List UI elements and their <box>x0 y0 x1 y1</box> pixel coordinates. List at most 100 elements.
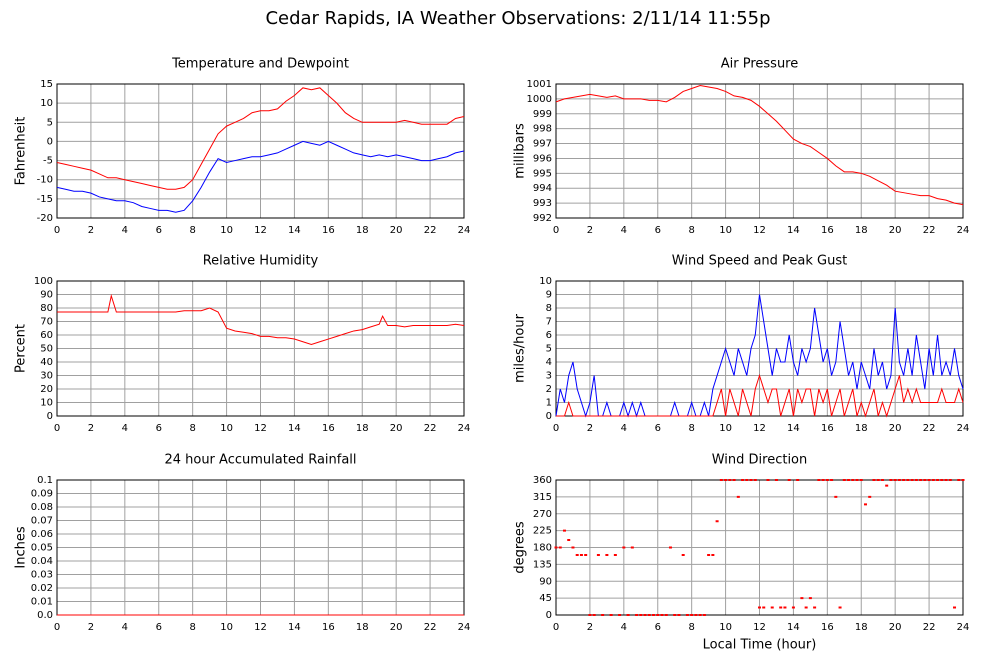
x-tick-label: 0 <box>553 225 559 236</box>
data-point <box>652 614 656 616</box>
data-point <box>804 606 808 609</box>
y-axis-label: Inches <box>14 526 29 568</box>
data-point <box>902 479 906 481</box>
data-point <box>664 614 668 616</box>
x-tick-label: 6 <box>156 622 162 633</box>
data-point <box>830 479 834 481</box>
x-tick-label: 2 <box>587 225 593 236</box>
data-point <box>923 479 927 481</box>
data-point <box>910 479 914 481</box>
x-tick-label: 4 <box>122 225 128 236</box>
data-point <box>808 597 812 600</box>
x-tick-label: 0 <box>54 622 60 633</box>
y-tick-label: 0.06 <box>31 529 53 540</box>
data-point <box>732 479 736 481</box>
x-tick-label: 14 <box>288 423 301 434</box>
y-tick-label: 0.04 <box>31 556 53 567</box>
data-point <box>876 479 880 481</box>
data-point <box>851 479 855 481</box>
y-tick-label: 0.07 <box>31 516 53 527</box>
x-tick-label: 14 <box>288 225 301 236</box>
data-line <box>56 140 465 213</box>
x-tick-label: 18 <box>356 622 369 633</box>
data-point <box>673 614 677 616</box>
data-point <box>919 479 923 481</box>
y-tick-label: 80 <box>40 303 53 314</box>
data-point <box>787 479 791 481</box>
data-point <box>766 479 770 481</box>
data-point <box>774 479 778 481</box>
data-point <box>656 614 660 616</box>
y-tick-label: 5 <box>546 344 552 355</box>
x-tick-label: 4 <box>122 622 128 633</box>
y-tick-label: 225 <box>533 526 552 537</box>
data-point <box>753 479 757 481</box>
y-tick-label: 1 <box>546 398 552 409</box>
x-tick-label: 8 <box>189 225 195 236</box>
data-point <box>639 614 643 616</box>
x-tick-label: 12 <box>254 423 267 434</box>
x-tick-label: 6 <box>655 423 661 434</box>
data-point <box>643 614 647 616</box>
y-tick-label: 0.09 <box>31 489 53 500</box>
data-point <box>724 479 728 481</box>
x-tick-label: 2 <box>88 622 94 633</box>
data-point <box>868 495 872 498</box>
y-tick-label: -20 <box>37 213 53 224</box>
data-point <box>885 484 889 487</box>
x-tick-label: 6 <box>156 225 162 236</box>
y-tick-label: 0 <box>546 411 552 422</box>
data-point <box>660 614 664 616</box>
x-tick-label: 18 <box>356 423 369 434</box>
data-line <box>57 293 465 345</box>
data-point <box>931 479 935 481</box>
x-tick-label: 12 <box>753 225 766 236</box>
data-point <box>791 606 795 609</box>
data-point <box>880 479 884 481</box>
data-point <box>863 503 867 506</box>
y-tick-label: 180 <box>533 543 552 554</box>
y-tick-label: 0 <box>47 136 53 147</box>
data-point <box>677 614 681 616</box>
panel-title: Relative Humidity <box>203 254 319 269</box>
data-point <box>715 520 719 523</box>
x-tick-label: 0 <box>553 423 559 434</box>
y-tick-label: 100 <box>34 276 53 287</box>
y-tick-label: 1001 <box>527 79 552 90</box>
data-point <box>741 479 745 481</box>
data-point <box>719 479 723 481</box>
y-tick-label: 0 <box>546 610 552 621</box>
x-tick-label: 8 <box>688 622 694 633</box>
x-tick-label: 2 <box>88 423 94 434</box>
x-tick-label: 16 <box>322 622 335 633</box>
data-line <box>555 294 964 418</box>
y-tick-label: 0.1 <box>37 475 53 486</box>
data-point <box>736 495 740 498</box>
data-point <box>685 614 689 616</box>
data-point <box>897 479 901 481</box>
y-tick-label: 0.03 <box>31 570 53 581</box>
y-tick-label: 270 <box>533 509 552 520</box>
y-tick-label: -5 <box>43 156 53 167</box>
data-point <box>588 614 592 616</box>
data-point <box>601 614 605 616</box>
data-point <box>889 479 893 481</box>
y-tick-label: 8 <box>546 303 552 314</box>
x-tick-label: 4 <box>621 423 627 434</box>
x-tick-label: 0 <box>54 423 60 434</box>
y-axis-label: miles/hour <box>513 313 528 382</box>
x-tick-label: 4 <box>621 622 627 633</box>
x-tick-label: 6 <box>156 423 162 434</box>
data-point <box>690 614 694 616</box>
y-tick-label: 994 <box>533 183 552 194</box>
x-tick-label: 12 <box>753 622 766 633</box>
y-tick-label: 0.02 <box>31 583 53 594</box>
x-tick-label: 6 <box>655 622 661 633</box>
data-point <box>698 614 702 616</box>
x-tick-label: 10 <box>220 622 233 633</box>
x-tick-label: 14 <box>787 225 800 236</box>
y-tick-label: 135 <box>533 559 552 570</box>
x-tick-label: 20 <box>889 622 902 633</box>
x-tick-label: 12 <box>254 225 267 236</box>
